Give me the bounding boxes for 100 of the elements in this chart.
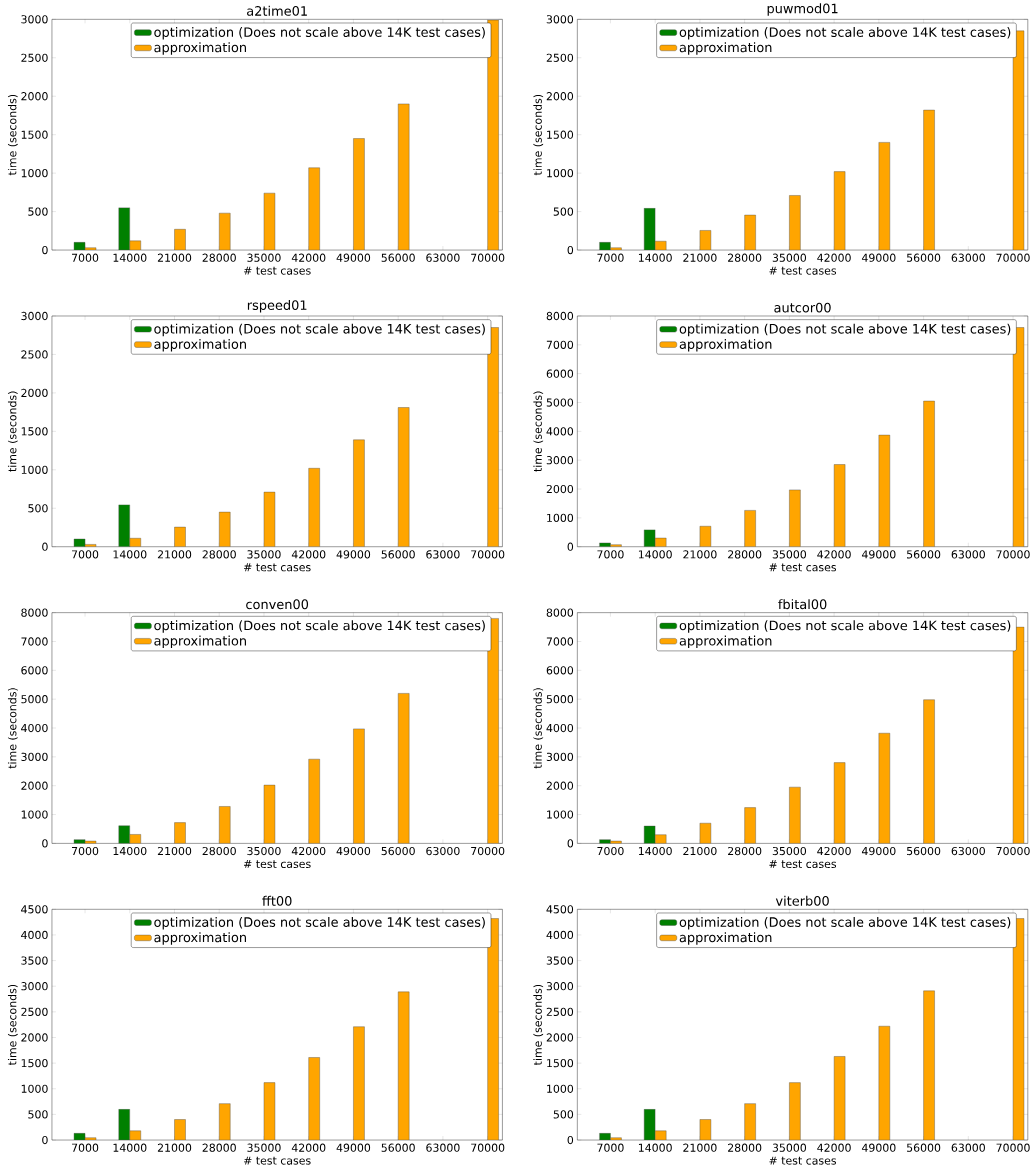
y-axis-title: time (seconds) xyxy=(8,94,18,176)
x-tick-label: 7000 xyxy=(597,253,624,262)
bar xyxy=(398,103,410,251)
x-tick-label: 42000 xyxy=(291,846,326,856)
legend-label: approximation xyxy=(154,42,247,55)
bar xyxy=(923,699,935,844)
bar xyxy=(923,400,935,547)
y-axis-title: time (seconds) xyxy=(8,984,18,1066)
bar xyxy=(878,142,891,251)
y-tick-label: 5000 xyxy=(546,398,574,407)
y-axis-title: time (seconds) xyxy=(533,391,544,472)
y-tick-label: 3000 xyxy=(21,15,48,24)
y-tick-label: 2500 xyxy=(546,1007,574,1016)
x-tick-label: 14000 xyxy=(113,846,147,856)
x-tick-label: 7000 xyxy=(597,1143,624,1152)
y-tick-label: 6000 xyxy=(21,666,48,675)
x-tick-label: 14000 xyxy=(113,253,147,262)
y-tick-label: 4000 xyxy=(546,427,574,436)
x-tick-label: 21000 xyxy=(158,846,192,856)
legend-label: optimization (Does not scale above 14K test cases) xyxy=(154,323,485,337)
legend-label: optimization (Does not scale above 14K test cases) xyxy=(154,26,485,40)
x-tick-label: 49000 xyxy=(336,846,371,856)
x-tick-label: 70000 xyxy=(996,1143,1030,1152)
y-tick-label: 2000 xyxy=(546,92,574,101)
legend-label: approximation xyxy=(679,338,772,352)
y-tick-label: 4000 xyxy=(21,723,48,733)
bar xyxy=(878,733,891,844)
x-tick-label: 35000 xyxy=(247,846,281,856)
x-tick-label: 56000 xyxy=(381,1143,415,1152)
bar xyxy=(398,693,410,844)
y-tick-label: 1000 xyxy=(547,513,574,523)
legend-label: approximation xyxy=(679,42,772,55)
x-tick-label: 56000 xyxy=(381,253,415,262)
x-tick-label: 63000 xyxy=(426,253,460,262)
y-axis-title: time (seconds) xyxy=(533,94,544,176)
y-tick-label: 1000 xyxy=(21,465,48,474)
y-tick-label: 2000 xyxy=(21,92,48,101)
x-tick-label: 70000 xyxy=(471,846,505,856)
x-tick-label: 35000 xyxy=(247,1143,281,1152)
x-tick-label: 35000 xyxy=(772,550,807,559)
y-tick-label: 1000 xyxy=(21,169,48,178)
y-tick-label: 8000 xyxy=(546,608,574,617)
y-tick-label: 1500 xyxy=(21,427,48,436)
legend-label: optimization (Does not scale above 14K test cases) xyxy=(679,620,1011,633)
y-tick-label: 3500 xyxy=(546,956,574,965)
x-tick-label: 21000 xyxy=(683,550,717,559)
x-tick-label: 49000 xyxy=(862,253,896,262)
y-tick-label: 1500 xyxy=(21,130,48,139)
x-tick-label: 42000 xyxy=(817,1143,851,1152)
x-tick-label: 42000 xyxy=(291,253,326,262)
legend-label: optimization (Does not scale above 14K test cases) xyxy=(679,323,1011,337)
chart-title: fbital00 xyxy=(778,599,827,610)
bar xyxy=(923,109,935,251)
y-tick-label: 0 xyxy=(42,542,48,551)
bar xyxy=(923,990,935,1141)
x-tick-label: 21000 xyxy=(158,550,192,559)
x-tick-label: 42000 xyxy=(291,550,326,559)
x-tick-label: 56000 xyxy=(907,846,941,856)
y-axis-title: time (seconds) xyxy=(8,688,18,769)
x-tick-label: 56000 xyxy=(907,550,941,559)
y-tick-label: 2000 xyxy=(21,1033,48,1042)
x-tick-label: 42000 xyxy=(817,550,851,559)
x-axis-title: # test cases xyxy=(769,563,837,572)
y-tick-label: 500 xyxy=(28,207,48,216)
x-tick-label: 7000 xyxy=(72,550,99,559)
y-tick-label: 2000 xyxy=(546,484,574,494)
y-tick-label: 1000 xyxy=(547,1084,574,1093)
x-axis-title: # test cases xyxy=(769,266,837,275)
x-tick-label: 35000 xyxy=(772,846,807,856)
bar xyxy=(353,1026,365,1141)
x-tick-label: 28000 xyxy=(728,846,762,856)
x-tick-label: 63000 xyxy=(426,1143,460,1152)
y-tick-label: 3000 xyxy=(21,311,48,321)
bar xyxy=(353,138,365,251)
y-tick-label: 1000 xyxy=(21,810,48,819)
x-tick-label: 63000 xyxy=(951,1143,986,1152)
x-tick-label: 21000 xyxy=(158,1143,192,1152)
y-tick-label: 8000 xyxy=(21,608,48,617)
y-tick-label: 500 xyxy=(28,1110,48,1119)
x-tick-label: 14000 xyxy=(639,1143,672,1152)
y-tick-label: 6000 xyxy=(546,666,574,675)
bar xyxy=(398,407,410,547)
x-tick-label: 70000 xyxy=(471,1143,505,1152)
x-tick-label: 7000 xyxy=(597,846,624,856)
y-tick-label: 4000 xyxy=(546,723,574,733)
bar xyxy=(878,434,891,547)
chart-title: conven00 xyxy=(246,599,309,610)
x-tick-label: 49000 xyxy=(862,550,896,559)
y-tick-label: 7000 xyxy=(546,637,574,646)
y-tick-label: 5000 xyxy=(21,695,48,704)
y-axis-title: time (seconds) xyxy=(533,688,544,769)
x-tick-label: 42000 xyxy=(291,1143,326,1152)
y-tick-label: 0 xyxy=(567,839,574,848)
y-tick-label: 4500 xyxy=(546,905,574,914)
legend-label: optimization (Does not scale above 14K test cases) xyxy=(679,916,1011,930)
y-tick-label: 2500 xyxy=(21,53,48,62)
x-tick-label: 56000 xyxy=(381,550,415,559)
x-tick-label: 56000 xyxy=(381,846,415,856)
y-axis-title: time (seconds) xyxy=(8,391,18,472)
y-tick-label: 3000 xyxy=(546,752,574,761)
